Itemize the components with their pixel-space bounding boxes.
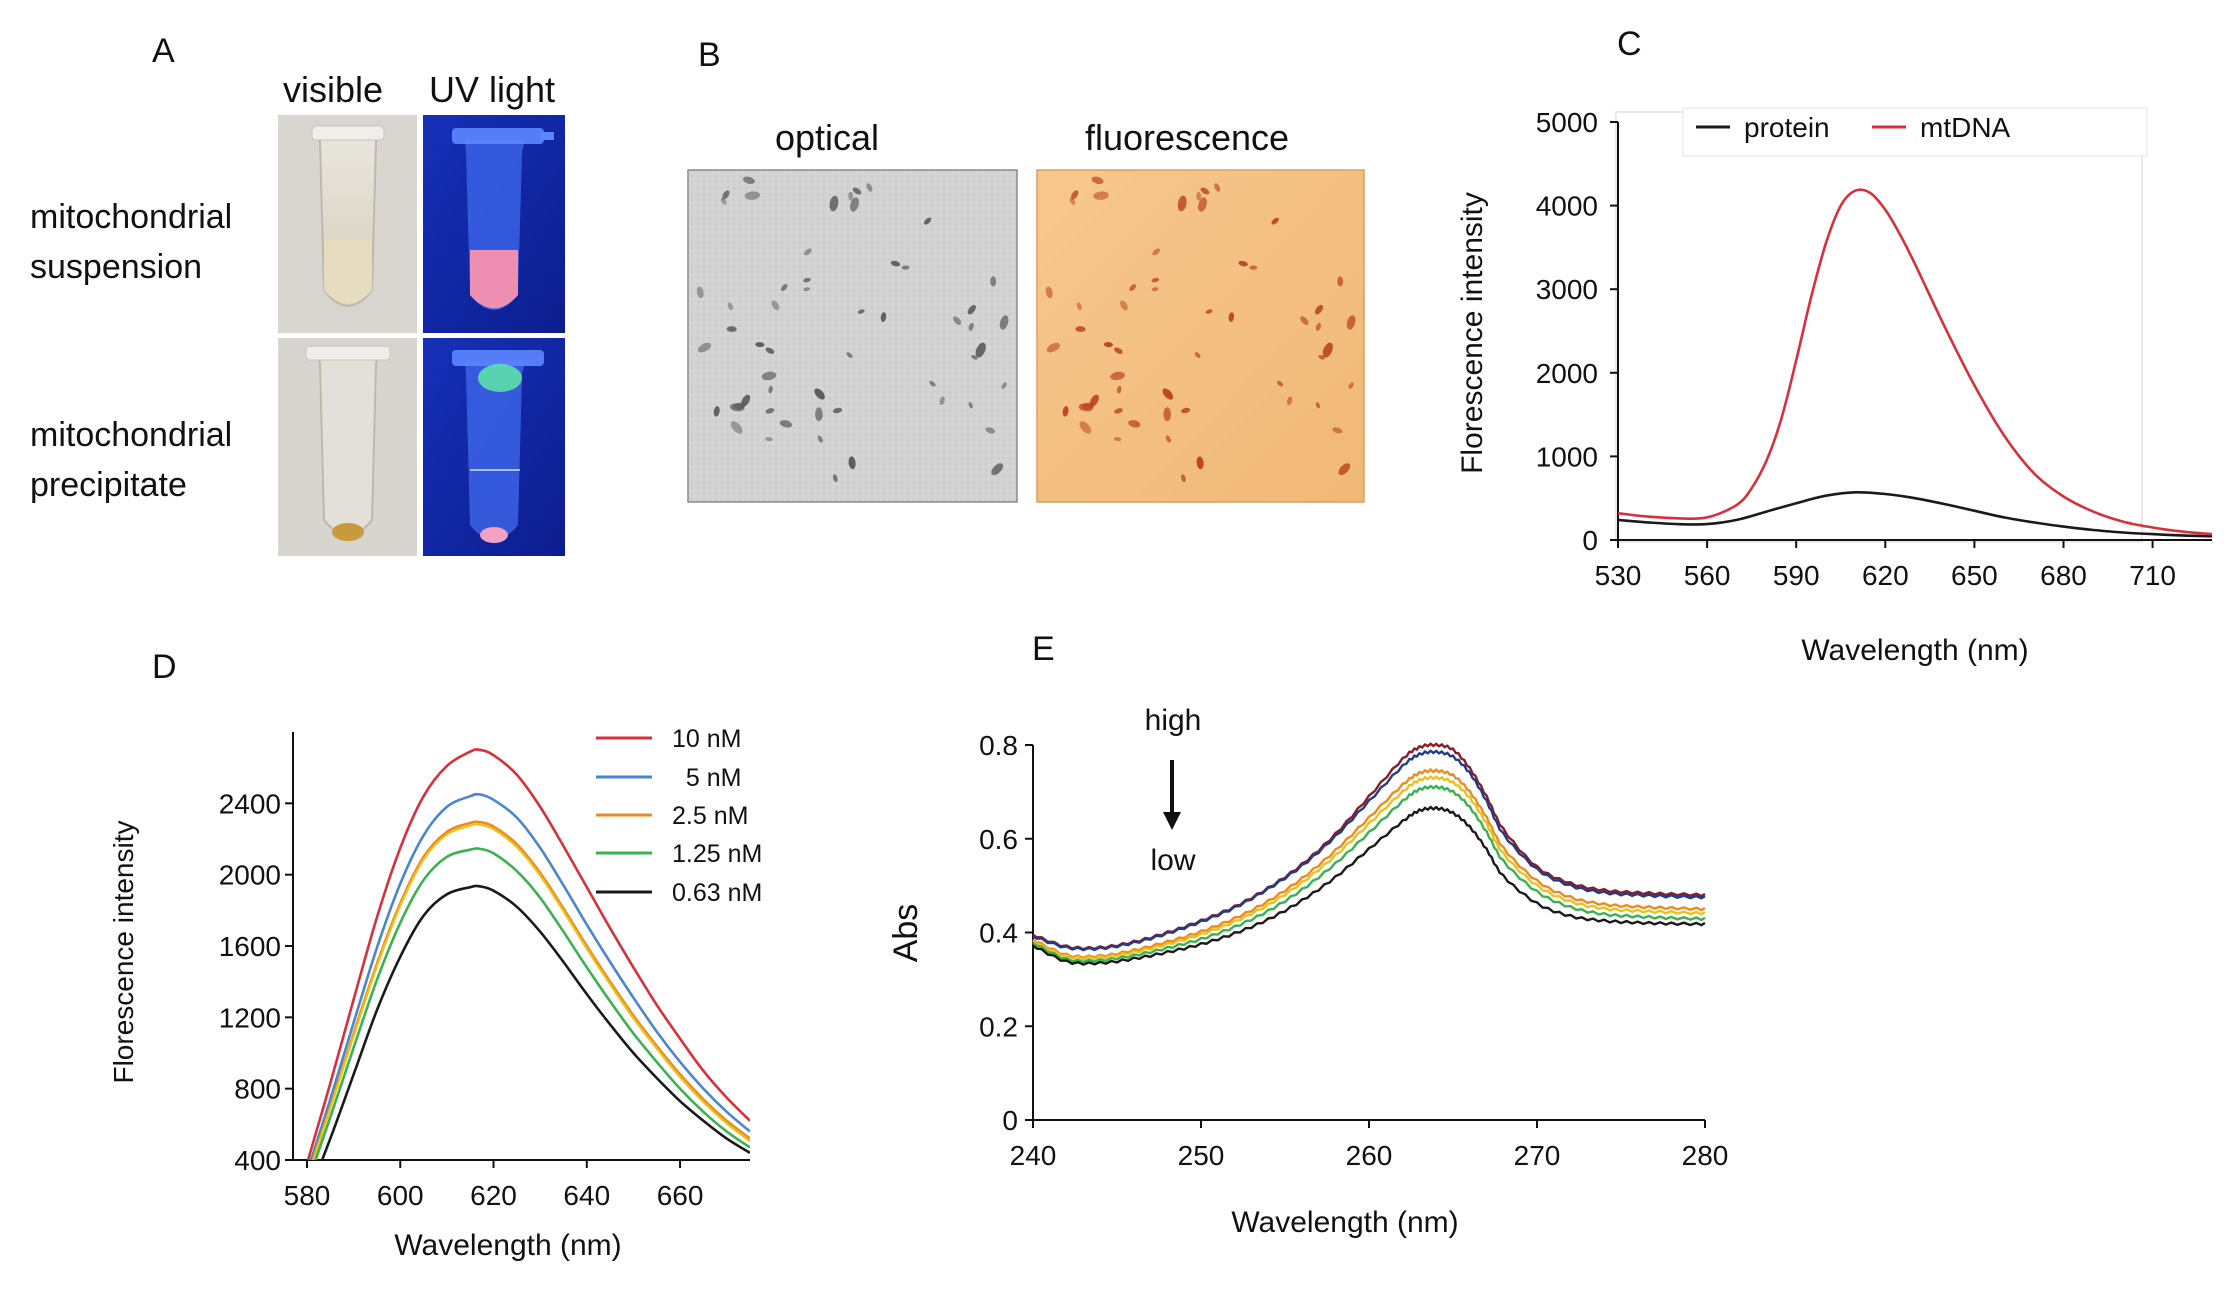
panel-d: D 400 800 1200 1600 2000 2400 580 600 620 640 660… (108, 648, 762, 1262)
column-label-visible: visible (283, 69, 383, 110)
arrow-down-icon (1163, 760, 1181, 830)
legend-label-1-25nm: 1.25 nM (672, 840, 762, 868)
x-tick-label-e: 270 (1514, 1140, 1561, 1171)
y-axis-title-d: Florescence intensity (108, 820, 139, 1083)
legend-label-5nm: 5 nM (672, 764, 741, 792)
x-tick-label-c: 560 (1684, 560, 1731, 591)
y-tick-label-c: 0 (1582, 525, 1598, 556)
legend-label-10nm: 10 nM (672, 725, 741, 753)
x-tick-label-e: 280 (1682, 1140, 1729, 1171)
panel-label-c: C (1617, 25, 1642, 63)
x-tick-label-d: 580 (284, 1180, 331, 1211)
x-tick-label-c: 650 (1951, 560, 1998, 591)
series-line-e1 (1032, 742, 1706, 951)
series-line-e4 (1032, 775, 1706, 961)
row-label-precipitate-line2: precipitate (30, 466, 187, 504)
x-tick-label-c: 620 (1862, 560, 1909, 591)
photo-uv-suspension (423, 115, 565, 333)
y-tick-label-c: 3000 (1536, 274, 1598, 305)
x-tick-label-e: 250 (1178, 1140, 1225, 1171)
series-line-protein (1617, 490, 2213, 538)
image-label-optical: optical (775, 117, 879, 158)
x-ticks-e: 240 250 260 270 280 (1010, 1120, 1729, 1171)
x-ticks-c: 530 560 590 620 650 680 710 (1595, 540, 2176, 591)
series-line-e3 (1032, 768, 1706, 960)
x-tick-label-c: 710 (2129, 560, 2176, 591)
panel-label-e: E (1032, 630, 1055, 668)
x-axis-title-e: Wavelength (nm) (1231, 1206, 1458, 1239)
y-ticks-c: 0 1000 2000 3000 4000 5000 (1536, 107, 1618, 556)
image-label-fluorescence: fluorescence (1085, 117, 1289, 158)
x-ticks-d: 580 600 620 640 660 (284, 1160, 704, 1211)
optical-micrograph (687, 169, 1018, 503)
y-tick-label-c: 2000 (1536, 358, 1598, 389)
y-tick-label-c: 4000 (1536, 191, 1598, 222)
photo-visible-precipitate (278, 338, 417, 556)
y-tick-label-d: 1200 (219, 1002, 281, 1033)
series-line-10nm (306, 748, 750, 1160)
series-line-1-25nm (314, 847, 750, 1160)
series-line-e5 (1032, 784, 1706, 964)
row-label-suspension-line1: mitochondrial (30, 198, 232, 236)
series-line-2-5nm-b (312, 823, 750, 1160)
x-tick-label-c: 680 (2040, 560, 2087, 591)
y-tick-label-d: 2000 (219, 860, 281, 891)
y-tick-label-e: 0.8 (979, 730, 1018, 761)
y-ticks-d: 400 800 1200 1600 2000 2400 (219, 788, 293, 1176)
series-line-e2 (1032, 749, 1706, 952)
x-tick-label-d: 640 (563, 1180, 610, 1211)
column-label-uv-light: UV light (429, 69, 555, 110)
legend-label-2-5nm: 2.5 nM (672, 802, 748, 830)
x-tick-label-d: 600 (377, 1180, 424, 1211)
series-line-mtdna (1617, 188, 2213, 536)
series-line-2-5nm (311, 820, 750, 1160)
panel-e: E 0 0.2 0.4 0.6 0.8 240 250 260 270 280 high low… (887, 630, 1728, 1239)
y-tick-label-d: 800 (234, 1074, 281, 1105)
panel-c: C 0 1000 2000 3000 4000 5000 530 560 590 620 650 6… (1456, 25, 2213, 667)
series-line-0-63nm (320, 884, 750, 1160)
y-tick-label-d: 2400 (219, 788, 281, 819)
fluorescence-micrograph (1036, 169, 1365, 503)
panel-label-d: D (152, 648, 177, 686)
y-tick-label-d: 1600 (219, 931, 281, 962)
x-tick-label-c: 590 (1773, 560, 1820, 591)
y-axis-title-e: Abs (887, 904, 925, 963)
panel-a: A visible UV light mitochondrial suspens… (30, 32, 565, 556)
y-tick-label-c: 5000 (1536, 107, 1598, 138)
y-tick-label-e: 0.2 (979, 1011, 1018, 1042)
y-tick-label-d: 400 (234, 1145, 281, 1176)
annotation-low: low (1150, 844, 1195, 877)
legend-label-0-63nm: 0.63 nM (672, 879, 762, 907)
series-line-e6 (1032, 805, 1706, 966)
photo-uv-precipitate (423, 338, 565, 556)
y-tick-label-e: 0.6 (979, 824, 1018, 855)
x-tick-label-d: 620 (470, 1180, 517, 1211)
legend-box-c (1682, 107, 2148, 157)
y-tick-label-e: 0 (1002, 1105, 1018, 1136)
x-axis-title-c: Wavelength (nm) (1801, 634, 2028, 667)
panel-b: B optical fluorescence (687, 36, 1365, 503)
legend-label-mtdna: mtDNA (1920, 112, 2011, 143)
row-label-precipitate-line1: mitochondrial (30, 416, 232, 454)
y-axis-title-c: Florescence intensity (1456, 192, 1489, 474)
y-tick-label-e: 0.4 (979, 918, 1018, 949)
legend-c: protein mtDNA (1682, 107, 2148, 157)
x-tick-label-e: 240 (1010, 1140, 1057, 1171)
y-ticks-e: 0 0.2 0.4 0.6 0.8 (979, 730, 1033, 1136)
panel-label-a: A (152, 32, 175, 70)
panel-label-b: B (698, 36, 721, 74)
annotation-high: high (1145, 704, 1202, 737)
x-tick-label-e: 260 (1346, 1140, 1393, 1171)
row-label-suspension-line2: suspension (30, 248, 202, 286)
legend-d: 10 nM 5 nM 2.5 nM 1.25 nM 0.63 nM (596, 725, 762, 907)
x-tick-label-d: 660 (657, 1180, 704, 1211)
plot-frame-c (1615, 111, 2143, 543)
x-axis-title-d: Wavelength (nm) (394, 1229, 621, 1262)
y-tick-label-c: 1000 (1536, 441, 1598, 472)
legend-label-protein: protein (1744, 112, 1830, 143)
series-line-5nm (309, 792, 750, 1160)
x-tick-label-c: 530 (1595, 560, 1642, 591)
photo-visible-suspension (278, 115, 417, 333)
